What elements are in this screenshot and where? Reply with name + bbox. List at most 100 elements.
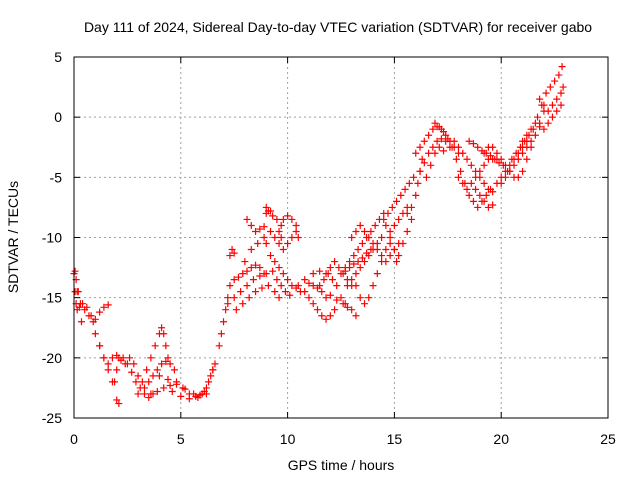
data-point	[275, 227, 283, 235]
data-point	[440, 128, 448, 136]
data-point	[309, 300, 317, 308]
data-point	[348, 306, 356, 314]
data-point	[273, 276, 281, 284]
data-point	[269, 267, 277, 275]
data-point	[222, 306, 230, 314]
data-point	[519, 137, 527, 145]
data-point	[271, 234, 279, 241]
data-point	[536, 95, 544, 103]
data-point	[277, 282, 285, 290]
data-point	[480, 197, 488, 205]
data-point	[168, 388, 176, 396]
data-point	[491, 155, 499, 163]
data-point	[104, 366, 112, 374]
data-point	[267, 207, 275, 215]
y-tick-labels: 5 0 -5 -10 -15 -20 -25	[42, 49, 62, 426]
data-point	[284, 212, 292, 220]
data-point	[341, 267, 349, 275]
data-point	[414, 179, 422, 187]
y-tick-label: -20	[42, 350, 62, 366]
data-point	[489, 201, 497, 209]
data-point	[410, 173, 418, 181]
data-point	[269, 212, 277, 220]
data-point	[540, 107, 548, 115]
data-point	[113, 366, 121, 374]
data-point	[202, 384, 210, 392]
data-point	[337, 294, 345, 302]
data-point	[378, 234, 386, 241]
data-point	[476, 191, 484, 199]
data-point	[138, 378, 146, 386]
data-point	[331, 258, 339, 266]
data-point	[271, 288, 279, 296]
data-point	[448, 143, 456, 151]
data-point	[267, 227, 275, 235]
data-point	[360, 258, 368, 266]
data-point	[100, 303, 108, 311]
data-point	[202, 390, 210, 398]
data-point	[292, 221, 300, 229]
data-point	[465, 137, 473, 145]
data-point	[71, 267, 79, 275]
data-point	[294, 282, 302, 290]
data-point	[514, 155, 522, 163]
data-point	[241, 258, 249, 266]
data-point	[557, 101, 565, 109]
data-point	[433, 137, 441, 145]
data-point	[367, 227, 375, 235]
data-point	[83, 303, 91, 311]
data-point	[489, 143, 497, 151]
x-tick-label: 0	[70, 431, 78, 447]
data-point	[382, 246, 390, 254]
data-point	[96, 308, 104, 316]
data-point	[407, 215, 415, 223]
data-point	[435, 143, 443, 151]
data-point	[271, 258, 279, 266]
data-point	[211, 360, 219, 368]
data-point	[132, 378, 140, 386]
data-point	[395, 240, 403, 248]
data-point	[393, 258, 401, 266]
data-point	[459, 179, 467, 187]
data-point	[416, 167, 424, 175]
data-point	[378, 252, 386, 260]
data-point	[316, 267, 324, 275]
data-point	[130, 360, 138, 368]
data-point	[264, 282, 272, 290]
data-point	[190, 390, 198, 398]
data-point	[540, 125, 548, 133]
data-point	[158, 324, 166, 332]
data-point	[258, 284, 266, 292]
data-point	[224, 300, 232, 308]
data-point	[230, 276, 238, 284]
data-point	[386, 252, 394, 260]
data-point	[249, 276, 257, 284]
data-point	[162, 342, 170, 350]
data-point	[373, 246, 381, 254]
data-point	[91, 330, 99, 338]
data-point	[170, 366, 178, 374]
data-point	[326, 291, 334, 299]
data-point	[508, 155, 516, 163]
y-tick-label: -10	[42, 230, 62, 246]
data-point	[320, 276, 328, 284]
data-point	[177, 392, 185, 400]
data-point	[328, 276, 336, 284]
data-point	[273, 215, 281, 223]
data-point	[232, 306, 240, 314]
data-point	[318, 312, 326, 320]
data-point	[164, 375, 172, 383]
y-tick-label: 0	[54, 109, 62, 125]
data-point	[536, 119, 544, 127]
x-tick-labels: 0 5 10 15 20 25	[70, 431, 616, 447]
data-point	[472, 185, 480, 193]
data-point	[480, 161, 488, 169]
data-point	[444, 135, 452, 143]
data-point	[126, 354, 134, 362]
data-point	[367, 246, 375, 254]
y-tick-label: -25	[42, 410, 62, 426]
data-point	[542, 89, 550, 97]
data-point	[393, 197, 401, 205]
data-point	[358, 240, 366, 248]
data-point	[237, 288, 245, 296]
